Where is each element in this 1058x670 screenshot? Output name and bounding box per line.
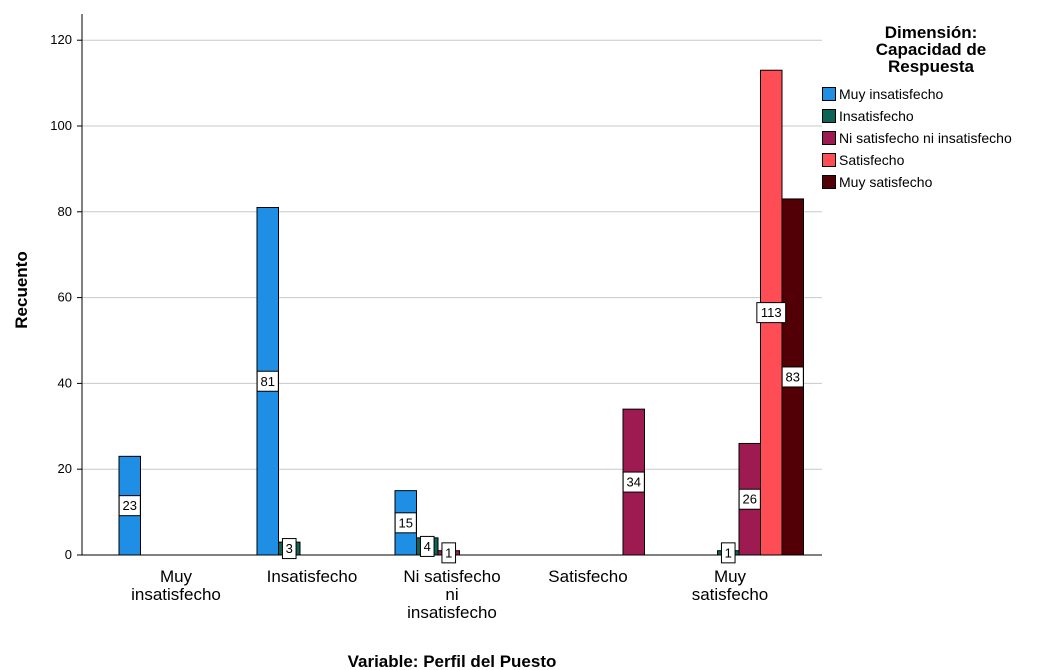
x-category-label-line: Muy: [714, 567, 747, 586]
data-label: 1: [445, 545, 452, 560]
legend-item: Insatisfecho: [822, 105, 1056, 127]
data-label: 3: [286, 541, 293, 556]
data-label: 1: [725, 545, 732, 560]
legend-item: Muy insatisfecho: [822, 83, 1056, 105]
legend: Dimensión: Capacidad de Respuesta Muy insa…: [822, 24, 1056, 193]
y-tick-label: 20: [58, 461, 72, 476]
y-axis-title: Recuento: [12, 251, 31, 328]
x-category-label-line: Insatisfecho: [267, 567, 358, 586]
y-tick-label: 0: [65, 547, 72, 562]
y-tick-label: 60: [58, 290, 72, 305]
y-tick-label: 40: [58, 375, 72, 390]
legend-swatch: [822, 175, 836, 189]
legend-item: Ni satisfecho ni insatisfecho: [822, 127, 1056, 149]
legend-swatch: [822, 87, 836, 101]
bars: [119, 70, 804, 555]
x-category-label: Ni satisfecho ni insatisfecho: [403, 567, 500, 622]
x-category-label-line: satisfecho: [692, 585, 769, 604]
data-label: 4: [424, 539, 431, 554]
legend-swatch: [822, 109, 836, 123]
legend-item: Satisfecho: [822, 149, 1056, 171]
legend-label: Muy insatisfecho: [839, 86, 943, 102]
x-category-label-line: Ni satisfecho: [403, 567, 500, 586]
x-category-label-line: ni: [445, 585, 458, 604]
legend-label: Ni satisfecho ni insatisfecho: [839, 130, 1012, 146]
x-category-label-line: insatisfecho: [407, 603, 497, 622]
data-label: 15: [399, 515, 413, 530]
data-label: 81: [261, 374, 275, 389]
gridlines: [82, 40, 822, 469]
legend-title-line: Capacidad de: [826, 41, 1036, 58]
data-label: 83: [786, 369, 800, 384]
data-label: 34: [627, 475, 641, 490]
data-label: 113: [761, 305, 782, 320]
legend-items: Muy insatisfecho Insatisfecho Ni satisfech…: [822, 83, 1056, 193]
x-category-label: Satisfecho: [548, 567, 627, 586]
y-tick-labels: 0 20 40 60 80 100 120: [50, 32, 82, 562]
x-category-label-line: insatisfecho: [131, 585, 221, 604]
legend-title: Dimensión: Capacidad de Respuesta: [826, 24, 1036, 75]
legend-title-line: Dimensión:: [826, 24, 1036, 41]
y-tick-label: 80: [58, 204, 72, 219]
data-label: 23: [123, 498, 137, 513]
legend-item: Muy satisfecho: [822, 171, 1056, 193]
y-tick-label: 100: [50, 118, 72, 133]
axes: [82, 14, 822, 555]
x-category-label: Muy satisfecho: [692, 567, 769, 604]
x-category-label-line: Satisfecho: [548, 567, 627, 586]
legend-swatch: [822, 131, 836, 145]
x-category-label: Muy insatisfecho: [131, 567, 221, 604]
x-category-label-line: Muy: [160, 567, 193, 586]
legend-swatch: [822, 153, 836, 167]
legend-label: Muy satisfecho: [839, 174, 932, 190]
legend-label: Satisfecho: [839, 152, 904, 168]
legend-title-line: Respuesta: [826, 58, 1036, 75]
y-tick-label: 120: [50, 32, 72, 47]
x-axis-title: Variable: Perfil del Puesto: [348, 652, 557, 670]
x-category-label: Insatisfecho: [267, 567, 358, 586]
legend-label: Insatisfecho: [839, 108, 914, 124]
data-label: 26: [743, 492, 757, 507]
